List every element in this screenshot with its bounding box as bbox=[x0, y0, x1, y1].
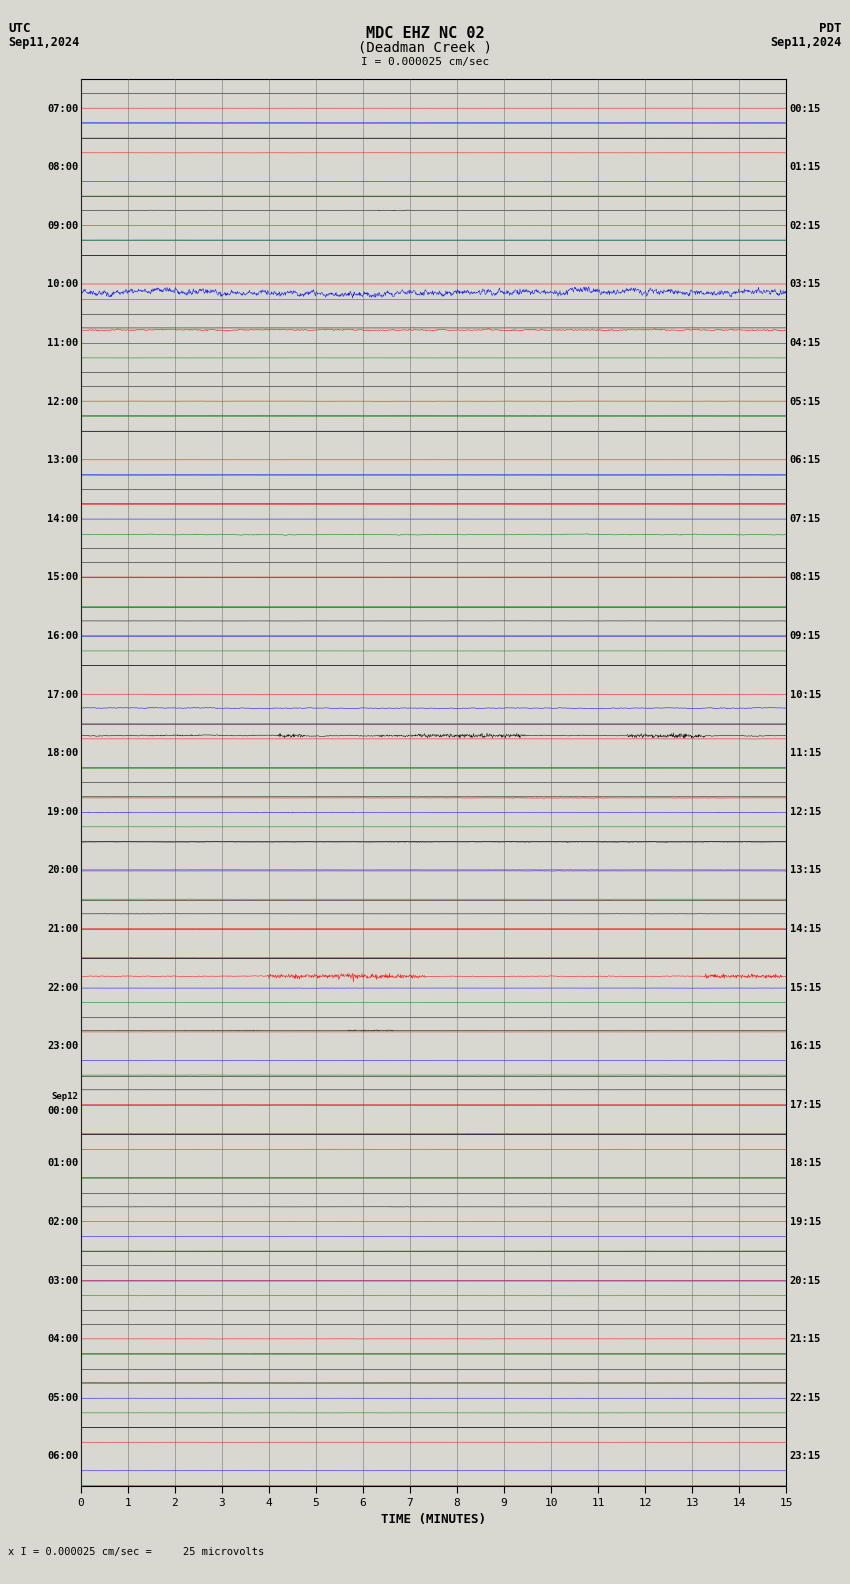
Text: 16:00: 16:00 bbox=[47, 630, 78, 642]
Text: 21:15: 21:15 bbox=[790, 1334, 821, 1345]
Text: 15:15: 15:15 bbox=[790, 982, 821, 993]
Text: 15:00: 15:00 bbox=[47, 572, 78, 583]
Text: 18:15: 18:15 bbox=[790, 1158, 821, 1169]
Text: 05:00: 05:00 bbox=[47, 1392, 78, 1403]
Text: 00:15: 00:15 bbox=[790, 103, 821, 114]
Text: UTC: UTC bbox=[8, 22, 31, 35]
Text: 11:00: 11:00 bbox=[47, 337, 78, 348]
Text: MDC EHZ NC 02: MDC EHZ NC 02 bbox=[366, 25, 484, 41]
Text: 08:00: 08:00 bbox=[47, 162, 78, 173]
Text: 05:15: 05:15 bbox=[790, 396, 821, 407]
Text: 13:00: 13:00 bbox=[47, 455, 78, 466]
Text: 06:15: 06:15 bbox=[790, 455, 821, 466]
Text: 03:15: 03:15 bbox=[790, 279, 821, 290]
Text: 01:00: 01:00 bbox=[47, 1158, 78, 1169]
Text: 07:00: 07:00 bbox=[47, 103, 78, 114]
Text: 12:15: 12:15 bbox=[790, 806, 821, 817]
Text: 00:00: 00:00 bbox=[47, 1106, 78, 1117]
Text: 23:15: 23:15 bbox=[790, 1451, 821, 1462]
Text: 02:00: 02:00 bbox=[47, 1217, 78, 1228]
Text: Sep11,2024: Sep11,2024 bbox=[770, 36, 842, 49]
Text: 09:00: 09:00 bbox=[47, 220, 78, 231]
Text: 21:00: 21:00 bbox=[47, 923, 78, 935]
Text: 08:15: 08:15 bbox=[790, 572, 821, 583]
Text: 18:00: 18:00 bbox=[47, 748, 78, 759]
Text: 11:15: 11:15 bbox=[790, 748, 821, 759]
Text: 14:15: 14:15 bbox=[790, 923, 821, 935]
Text: 06:00: 06:00 bbox=[47, 1451, 78, 1462]
Text: 19:00: 19:00 bbox=[47, 806, 78, 817]
Text: 19:15: 19:15 bbox=[790, 1217, 821, 1228]
Text: 10:00: 10:00 bbox=[47, 279, 78, 290]
Text: 04:15: 04:15 bbox=[790, 337, 821, 348]
Text: 22:00: 22:00 bbox=[47, 982, 78, 993]
Text: 01:15: 01:15 bbox=[790, 162, 821, 173]
Text: 13:15: 13:15 bbox=[790, 865, 821, 876]
Text: 04:00: 04:00 bbox=[47, 1334, 78, 1345]
Text: Sep11,2024: Sep11,2024 bbox=[8, 36, 80, 49]
Text: PDT: PDT bbox=[819, 22, 842, 35]
Text: 14:00: 14:00 bbox=[47, 513, 78, 524]
X-axis label: TIME (MINUTES): TIME (MINUTES) bbox=[381, 1513, 486, 1525]
Text: x I = 0.000025 cm/sec =     25 microvolts: x I = 0.000025 cm/sec = 25 microvolts bbox=[8, 1548, 264, 1557]
Text: I = 0.000025 cm/sec: I = 0.000025 cm/sec bbox=[361, 57, 489, 67]
Text: 12:00: 12:00 bbox=[47, 396, 78, 407]
Text: 22:15: 22:15 bbox=[790, 1392, 821, 1403]
Text: 20:00: 20:00 bbox=[47, 865, 78, 876]
Text: 03:00: 03:00 bbox=[47, 1275, 78, 1286]
Text: 17:00: 17:00 bbox=[47, 689, 78, 700]
Text: 07:15: 07:15 bbox=[790, 513, 821, 524]
Text: 16:15: 16:15 bbox=[790, 1041, 821, 1052]
Text: 17:15: 17:15 bbox=[790, 1099, 821, 1110]
Text: (Deadman Creek ): (Deadman Creek ) bbox=[358, 41, 492, 54]
Text: 23:00: 23:00 bbox=[47, 1041, 78, 1052]
Text: 10:15: 10:15 bbox=[790, 689, 821, 700]
Text: 09:15: 09:15 bbox=[790, 630, 821, 642]
Text: Sep12: Sep12 bbox=[51, 1093, 78, 1101]
Text: 20:15: 20:15 bbox=[790, 1275, 821, 1286]
Text: 02:15: 02:15 bbox=[790, 220, 821, 231]
